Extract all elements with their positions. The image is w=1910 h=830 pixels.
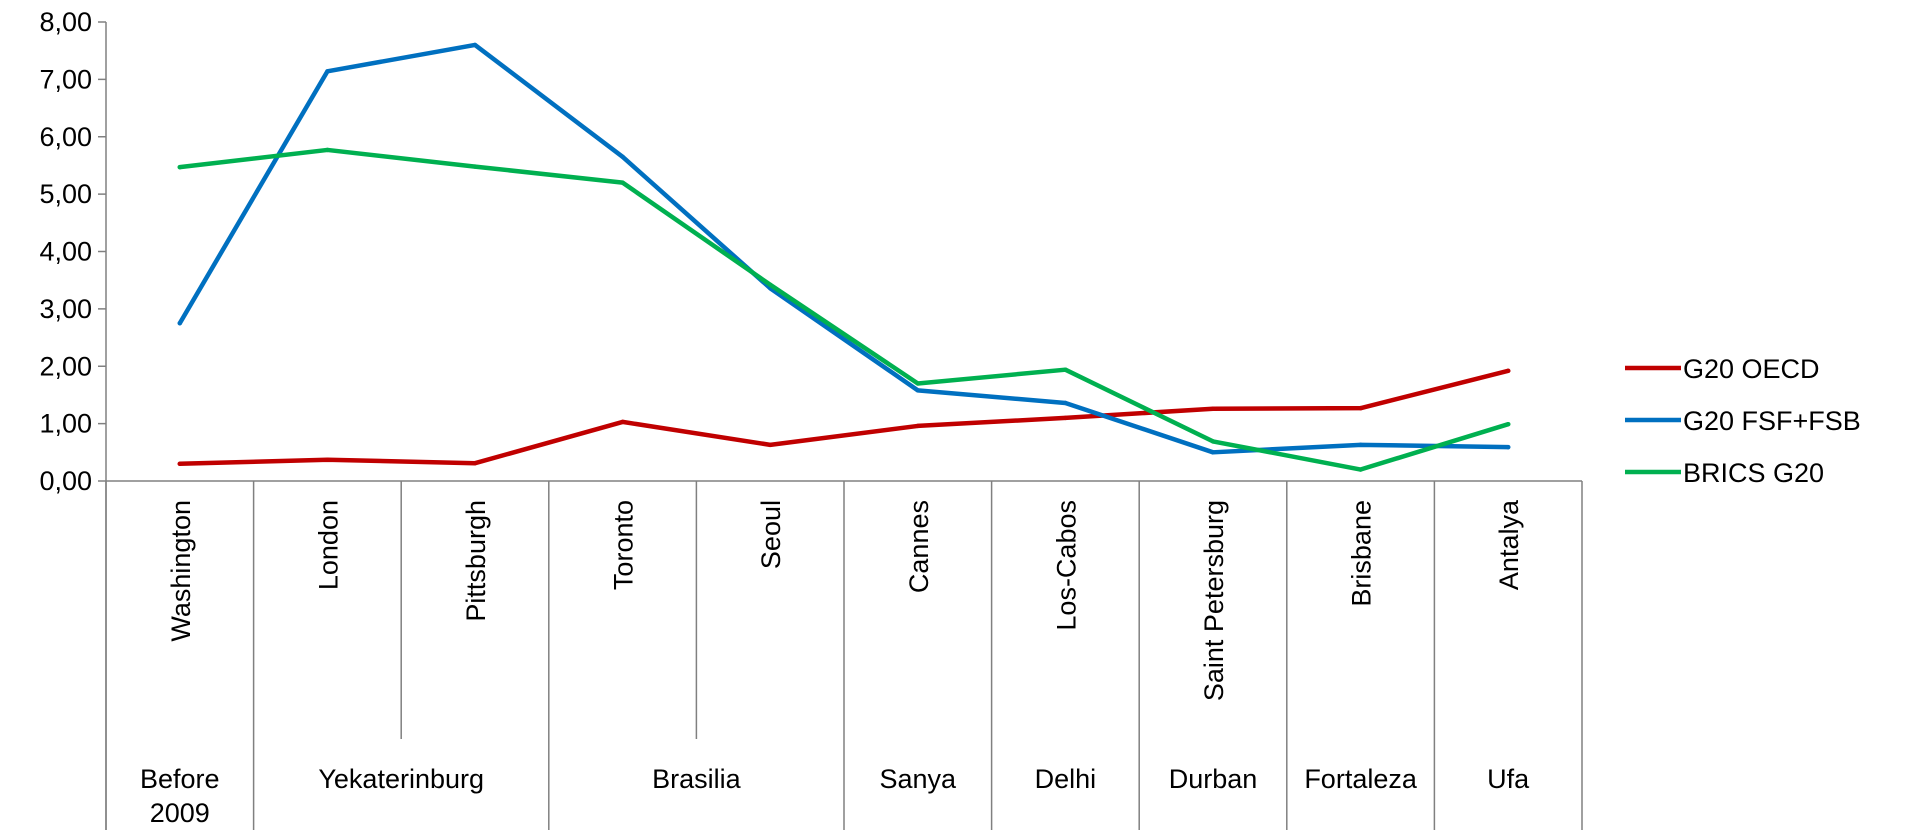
y-tick-label: 2,00 [39,351,92,381]
data-point-brics-g20 [768,282,773,287]
x-group-label: Fortaleza [1304,764,1418,794]
x-category-label: Washington [166,500,196,642]
y-tick-label: 6,00 [39,122,92,152]
x-category-label: London [313,500,343,590]
data-point-g20-oecd [472,461,478,466]
y-tick-label: 5,00 [39,179,92,209]
x-category-label: Brisbane [1347,500,1377,607]
data-point-brics-g20 [177,164,182,170]
data-point-g20-fsf-fsb [915,388,920,393]
x-category-label: Los-Cabos [1051,500,1081,631]
data-point-brics-g20 [325,147,330,153]
x-group-label: Brasilia [652,764,742,794]
data-point-g20-fsf-fsb [472,42,478,48]
series-line-g20-fsf-fsb [177,42,1511,455]
y-tick-label: 3,00 [39,294,92,324]
data-point-brics-g20 [1063,367,1068,372]
data-point-g20-oecd [325,457,330,462]
data-point-g20-fsf-fsb [177,321,182,326]
series-layer [177,42,1511,472]
x-category-label: Seoul [756,500,786,569]
y-axis: 0,00 1,00 2,00 3,00 4,00 5,00 6,00 7,00 8,00 [39,7,107,830]
data-point-g20-fsf-fsb [620,154,625,160]
data-point-g20-oecd [768,442,773,448]
series-line-g20-oecd [177,368,1511,467]
x-group-label: Before 2009 [140,764,220,828]
data-point-g20-fsf-fsb [1506,444,1511,450]
x-group-label: Delhi [1035,764,1097,794]
series-line-brics-g20 [177,147,1511,472]
x-group-label: Durban [1169,764,1258,794]
legend: G20 OECD G20 FSF+FSB BRICS G20 [1625,354,1861,488]
x-group-label: Ufa [1487,764,1530,794]
x-category-label: Cannes [904,500,934,593]
y-tick-label: 1,00 [39,409,92,439]
y-tick-label: 4,00 [39,237,92,267]
y-tick-label: 8,00 [39,7,92,37]
data-point-g20-oecd [620,419,625,425]
data-point-g20-oecd [1210,406,1216,411]
legend-label: BRICS G20 [1683,458,1824,488]
data-point-brics-g20 [1506,421,1511,427]
legend-label: G20 FSF+FSB [1683,406,1861,436]
x-axis: Washington London Pittsburgh Toronto Seoul Ca… [105,480,1583,830]
x-category-label: Pittsburgh [461,500,491,622]
data-point-brics-g20 [1358,467,1363,472]
data-point-g20-fsf-fsb [325,69,330,74]
y-tick-label: 7,00 [39,64,92,94]
data-point-brics-g20 [620,180,625,185]
x-group-label: Yekaterinburg [318,764,484,794]
legend-label: G20 OECD [1683,354,1820,384]
data-point-brics-g20 [915,381,920,386]
data-point-g20-fsf-fsb [1358,442,1363,448]
x-category-label: Antalya [1494,499,1524,590]
x-category-label: Saint Petersburg [1199,500,1229,701]
x-category-label: Toronto [609,500,639,590]
y-tick-label: 0,00 [39,466,92,496]
data-point-g20-oecd [1358,405,1363,411]
x-group-label: Sanya [880,764,958,794]
data-point-g20-oecd [177,461,182,466]
data-point-g20-fsf-fsb [1210,450,1216,455]
data-point-g20-oecd [1063,415,1068,421]
data-point-brics-g20 [472,164,478,169]
data-point-g20-oecd [915,423,920,429]
data-point-g20-oecd [1506,368,1511,374]
data-point-g20-fsf-fsb [1063,400,1068,406]
data-point-brics-g20 [1210,439,1216,444]
